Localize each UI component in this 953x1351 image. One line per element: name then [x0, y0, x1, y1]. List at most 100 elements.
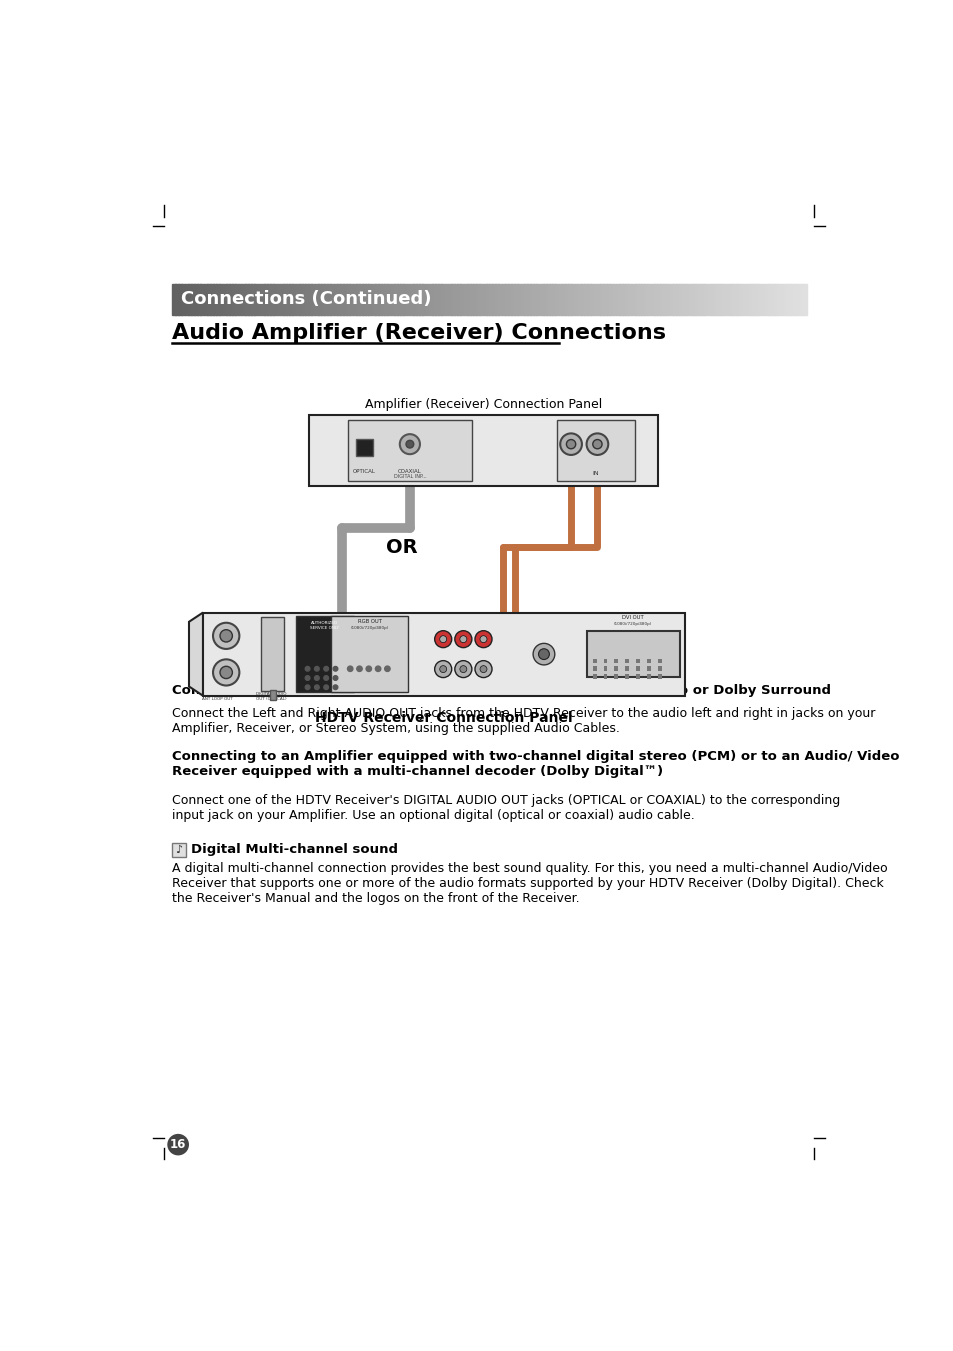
Text: Connections (Continued): Connections (Continued) — [181, 290, 432, 308]
Bar — [646, 674, 650, 678]
Bar — [614, 674, 618, 678]
Bar — [593, 284, 597, 315]
Bar — [222, 284, 227, 315]
Bar — [399, 284, 404, 315]
Bar — [666, 284, 670, 315]
Bar — [658, 659, 661, 663]
Bar — [435, 284, 438, 315]
Circle shape — [479, 636, 486, 643]
Bar — [796, 284, 800, 315]
Circle shape — [333, 666, 337, 671]
Bar — [603, 666, 607, 671]
Bar — [605, 284, 610, 315]
Bar — [172, 843, 186, 858]
Bar — [447, 284, 451, 315]
Bar — [599, 284, 603, 315]
Text: OPTICAL: OPTICAL — [353, 469, 375, 474]
Bar — [542, 284, 546, 315]
Bar — [476, 284, 479, 315]
Circle shape — [305, 676, 310, 681]
Circle shape — [479, 666, 486, 673]
Circle shape — [399, 434, 419, 454]
Text: Digital Multi-channel sound: Digital Multi-channel sound — [191, 843, 397, 857]
Bar — [799, 284, 802, 315]
Bar — [767, 284, 771, 315]
Circle shape — [475, 661, 492, 678]
Bar — [324, 284, 328, 315]
Bar — [473, 284, 476, 315]
Bar — [346, 284, 350, 315]
Bar — [193, 284, 198, 315]
Bar — [375, 284, 378, 315]
Bar — [349, 284, 353, 315]
Bar — [188, 284, 192, 315]
Bar — [614, 666, 618, 671]
Bar — [783, 284, 787, 315]
Bar — [181, 284, 185, 315]
Bar — [416, 284, 419, 315]
Bar — [732, 284, 736, 315]
Bar — [764, 284, 768, 315]
Bar — [331, 616, 408, 692]
Bar — [574, 284, 578, 315]
Bar — [295, 616, 354, 692]
Bar — [685, 284, 689, 315]
Bar — [387, 284, 391, 315]
Bar — [659, 284, 663, 315]
Bar — [555, 284, 558, 315]
Bar — [592, 659, 596, 663]
Bar — [372, 284, 375, 315]
Bar — [270, 690, 275, 700]
Bar — [603, 674, 607, 678]
Bar — [646, 659, 650, 663]
Bar — [267, 284, 271, 315]
Bar — [530, 284, 534, 315]
Bar — [305, 284, 309, 315]
Bar — [777, 284, 781, 315]
Bar — [301, 284, 306, 315]
Bar — [657, 284, 660, 315]
Circle shape — [459, 636, 466, 643]
Bar — [175, 284, 179, 315]
Circle shape — [347, 666, 353, 671]
Bar — [614, 659, 618, 663]
Bar — [717, 284, 720, 315]
Bar — [517, 284, 521, 315]
Bar — [698, 284, 701, 315]
Bar — [454, 284, 457, 315]
Text: RGB OUT: RGB OUT — [357, 619, 381, 624]
Bar — [309, 415, 658, 486]
Circle shape — [220, 666, 233, 678]
Circle shape — [435, 661, 452, 678]
Bar — [688, 284, 692, 315]
Circle shape — [533, 643, 555, 665]
Bar — [336, 284, 340, 315]
Text: ANT LOOP OUT: ANT LOOP OUT — [201, 697, 232, 701]
Bar — [741, 284, 745, 315]
Bar — [497, 284, 502, 315]
Bar — [583, 284, 587, 315]
Bar — [264, 284, 268, 315]
Circle shape — [314, 685, 319, 689]
Bar — [283, 284, 287, 315]
Bar — [672, 284, 676, 315]
Bar — [279, 284, 283, 315]
Bar — [488, 284, 493, 315]
Bar — [238, 284, 242, 315]
Circle shape — [439, 636, 446, 643]
Bar — [295, 284, 299, 315]
Bar — [317, 284, 321, 315]
Bar — [311, 284, 315, 315]
Bar — [676, 284, 679, 315]
Circle shape — [586, 434, 608, 455]
Bar — [514, 284, 517, 315]
Bar — [362, 284, 366, 315]
Bar — [679, 284, 682, 315]
Bar — [245, 284, 249, 315]
Circle shape — [592, 439, 601, 449]
Bar — [314, 284, 318, 315]
Bar — [172, 284, 175, 315]
Bar — [710, 284, 714, 315]
Bar — [634, 284, 638, 315]
Bar — [213, 284, 217, 315]
